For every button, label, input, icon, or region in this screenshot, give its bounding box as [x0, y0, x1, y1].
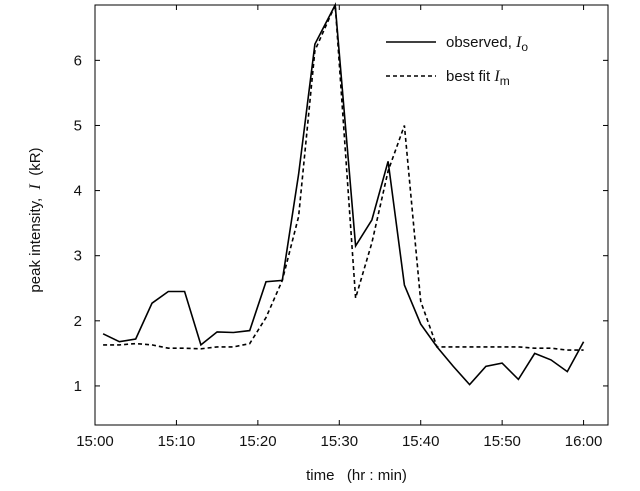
y-tick-label: 1 [74, 378, 82, 395]
x-tick-label: 15:00 [76, 433, 114, 450]
legend-text: best fit [446, 68, 494, 85]
x-axis-label: time (hr : min) [306, 467, 407, 484]
plot-frame [94, 4, 609, 426]
y-tick-label: 6 [74, 52, 82, 69]
legend-subscript: o [521, 40, 528, 54]
x-tick-label: 15:50 [483, 433, 521, 450]
y-tick-label: 5 [74, 117, 82, 134]
x-tick-label: 15:40 [402, 433, 440, 450]
x-tick-label: 16:00 [565, 433, 603, 450]
series-line-observed [102, 2, 585, 386]
legend-symbol: I [493, 68, 500, 85]
legend-subscript: m [500, 74, 510, 88]
legend-text: observed, [446, 34, 516, 51]
legend: observed, Io best fit Im [386, 34, 528, 88]
x-tick-label: 15:30 [321, 433, 359, 450]
legend-label-best-fit: best fit Im [446, 68, 510, 88]
y-tick-label: 4 [74, 183, 82, 200]
y-tick-label: 3 [74, 248, 82, 265]
legend-label-observed: observed, Io [446, 34, 528, 54]
y-tick-label: 2 [74, 313, 82, 330]
series-layer [102, 2, 585, 386]
y-axis-label: peak intensity, I (kR) [27, 147, 44, 292]
x-tick-label: 15:10 [158, 433, 196, 450]
x-tick-label: 15:20 [239, 433, 277, 450]
ticks-layer: 15:00 15:10 15:20 15:30 15:40 15:50 16:00 1 2 3 4 5… [74, 5, 608, 450]
legend-symbol: I [515, 34, 522, 51]
plot-area [94, 4, 609, 426]
series-line-best-fit [103, 4, 584, 351]
